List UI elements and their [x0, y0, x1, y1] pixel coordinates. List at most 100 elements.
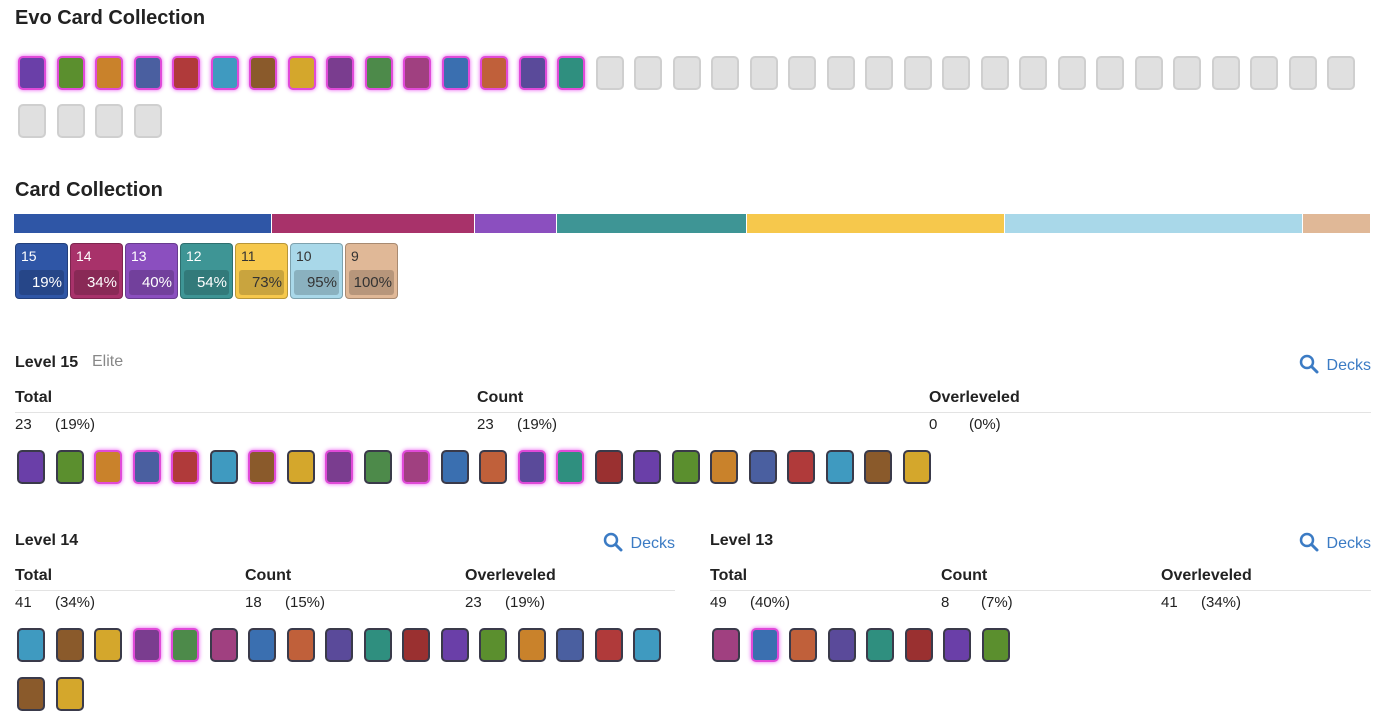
card-icon[interactable] [209, 628, 238, 662]
card-icon[interactable] [595, 56, 624, 90]
card-icon[interactable] [864, 450, 892, 484]
card-icon[interactable] [287, 56, 316, 90]
card-icon[interactable] [517, 450, 546, 484]
card-icon[interactable] [1327, 56, 1355, 90]
card-icon[interactable] [441, 56, 470, 90]
card-icon[interactable] [633, 628, 661, 662]
card-icon[interactable] [402, 450, 430, 484]
card-icon[interactable] [518, 56, 547, 90]
card-icon[interactable] [594, 450, 623, 484]
card-icon[interactable] [18, 104, 46, 138]
card-icon[interactable] [18, 56, 46, 90]
card-icon[interactable] [403, 56, 431, 90]
card-icon[interactable] [943, 628, 971, 662]
decks-text[interactable]: Decks [1326, 535, 1371, 552]
card-icon[interactable] [286, 450, 315, 484]
card-icon[interactable] [1250, 56, 1278, 90]
card-icon[interactable] [556, 628, 584, 662]
level-box[interactable]: 9 100% [345, 243, 398, 299]
card-icon[interactable] [981, 628, 1010, 662]
card-icon[interactable] [671, 450, 700, 484]
card-icon[interactable] [903, 56, 932, 90]
card-icon[interactable] [17, 450, 45, 484]
card-icon[interactable] [1173, 56, 1201, 90]
card-icon[interactable] [171, 628, 199, 662]
card-icon[interactable] [904, 628, 933, 662]
card-icon[interactable] [633, 450, 661, 484]
level-box[interactable]: 15 19% [15, 243, 68, 299]
card-icon[interactable] [363, 628, 392, 662]
card-icon[interactable] [55, 450, 84, 484]
card-icon[interactable] [210, 56, 239, 90]
card-icon[interactable] [710, 450, 738, 484]
card-icon[interactable] [286, 628, 315, 662]
card-icon[interactable] [248, 628, 276, 662]
card-icon[interactable] [95, 56, 123, 90]
card-icon[interactable] [133, 56, 162, 90]
decks-text[interactable]: Decks [1326, 357, 1371, 374]
card-icon[interactable] [248, 450, 276, 484]
card-icon[interactable] [56, 56, 85, 90]
card-icon[interactable] [827, 628, 856, 662]
card-icon[interactable] [1211, 56, 1240, 90]
card-icon[interactable] [17, 677, 45, 711]
card-icon[interactable] [94, 450, 122, 484]
card-icon[interactable] [171, 450, 199, 484]
level-box[interactable]: 11 73% [235, 243, 288, 299]
card-icon[interactable] [517, 628, 546, 662]
card-icon[interactable] [440, 450, 469, 484]
card-icon[interactable] [94, 628, 122, 662]
decks-link[interactable]: Decks [1299, 354, 1371, 375]
card-icon[interactable] [55, 628, 84, 662]
card-icon[interactable] [750, 628, 779, 662]
card-icon[interactable] [825, 450, 854, 484]
card-icon[interactable] [1288, 56, 1317, 90]
card-icon[interactable] [902, 450, 931, 484]
level-box[interactable]: 10 95% [290, 243, 343, 299]
card-icon[interactable] [557, 56, 585, 90]
card-icon[interactable] [209, 450, 238, 484]
card-icon[interactable] [325, 628, 353, 662]
decks-link[interactable]: Decks [603, 532, 675, 553]
card-icon[interactable] [672, 56, 701, 90]
decks-link[interactable]: Decks [1299, 532, 1371, 553]
card-icon[interactable] [980, 56, 1009, 90]
card-icon[interactable] [55, 677, 84, 711]
card-icon[interactable] [865, 56, 893, 90]
card-icon[interactable] [479, 450, 507, 484]
card-icon[interactable] [556, 450, 584, 484]
card-icon[interactable] [132, 628, 161, 662]
card-icon[interactable] [363, 450, 392, 484]
card-icon[interactable] [56, 104, 85, 138]
card-icon[interactable] [172, 56, 200, 90]
card-icon[interactable] [942, 56, 970, 90]
card-icon[interactable] [866, 628, 894, 662]
card-icon[interactable] [95, 104, 123, 138]
card-icon[interactable] [712, 628, 740, 662]
card-icon[interactable] [479, 628, 507, 662]
card-icon[interactable] [594, 628, 623, 662]
card-icon[interactable] [1019, 56, 1047, 90]
card-icon[interactable] [1134, 56, 1163, 90]
card-icon[interactable] [133, 104, 162, 138]
card-icon[interactable] [787, 450, 815, 484]
card-icon[interactable] [364, 56, 393, 90]
card-icon[interactable] [749, 56, 778, 90]
decks-text[interactable]: Decks [630, 535, 675, 552]
card-icon[interactable] [480, 56, 508, 90]
card-icon[interactable] [1096, 56, 1124, 90]
card-icon[interactable] [326, 56, 354, 90]
level-box[interactable]: 12 54% [180, 243, 233, 299]
card-icon[interactable] [325, 450, 353, 484]
card-icon[interactable] [132, 450, 161, 484]
card-icon[interactable] [634, 56, 662, 90]
card-icon[interactable] [789, 628, 817, 662]
level-box[interactable]: 14 34% [70, 243, 123, 299]
card-icon[interactable] [249, 56, 277, 90]
card-icon[interactable] [788, 56, 816, 90]
card-icon[interactable] [1057, 56, 1086, 90]
card-icon[interactable] [402, 628, 430, 662]
card-icon[interactable] [440, 628, 469, 662]
card-icon[interactable] [748, 450, 777, 484]
card-icon[interactable] [17, 628, 45, 662]
